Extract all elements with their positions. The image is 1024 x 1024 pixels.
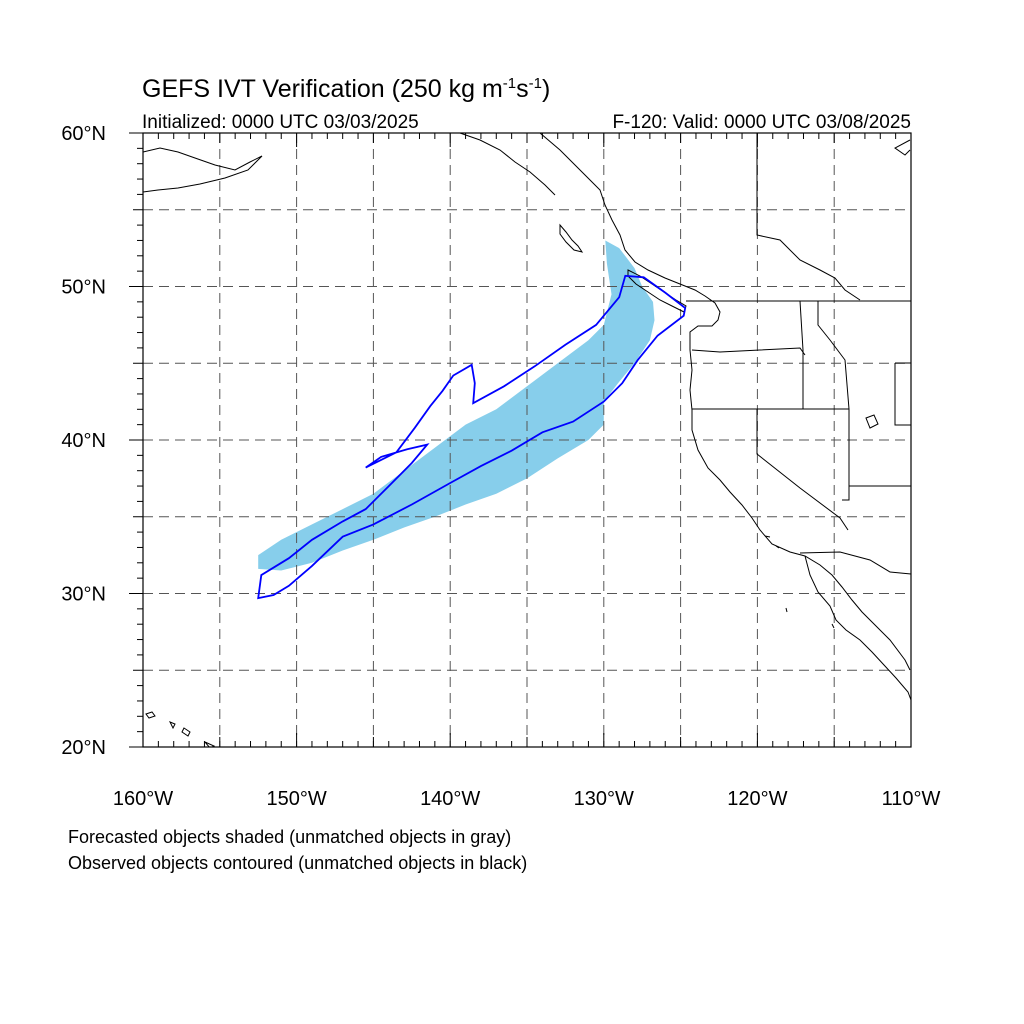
washington-oregon-border <box>691 347 806 356</box>
great-salt-lake <box>865 414 879 429</box>
longitude-label: 120°W <box>727 788 787 810</box>
longitude-label: 140°W <box>420 788 480 810</box>
axis-labels: 160°W 150°W 140°W 130°W 120°W 110°W 20°N 30°N 40… <box>61 123 940 810</box>
california-nevada-border <box>756 409 849 531</box>
alaska-coastline <box>143 133 556 196</box>
subtitle-initialized: Initialized: 0000 UTC 03/03/2025 <box>142 112 419 133</box>
us-mexico-border <box>799 551 911 575</box>
observed-note: Observed objects contoured (unmatched ob… <box>68 853 527 873</box>
latitude-label: 40°N <box>61 430 106 452</box>
latitude-label: 50°N <box>61 277 106 299</box>
haida-gwaii-coastline <box>559 223 584 253</box>
forecast-ivt-object <box>258 240 655 571</box>
subtitle-valid-time: F-120: Valid: 0000 UTC 03/08/2025 <box>612 112 911 133</box>
west-coast-coastline <box>539 133 911 701</box>
longitude-label: 160°W <box>113 788 173 810</box>
tick-marks <box>129 132 912 748</box>
latitude-label: 60°N <box>61 123 106 145</box>
political-borders <box>686 133 911 575</box>
longitude-label: 150°W <box>266 788 326 810</box>
idaho-border <box>799 300 850 410</box>
small-islands <box>764 535 835 629</box>
longitude-label: 130°W <box>574 788 634 810</box>
alaska-canada-border <box>756 133 861 301</box>
grid-layer <box>143 133 911 747</box>
latitude-label: 20°N <box>61 737 106 759</box>
observed-layer <box>257 274 687 600</box>
hawaii-coastline <box>145 711 216 747</box>
latitude-label: 30°N <box>61 584 106 606</box>
nevada-utah-border <box>842 409 850 501</box>
forecast-layer <box>258 240 655 571</box>
map-title: GEFS IVT Verification (250 kg m-1s-1) <box>142 75 550 103</box>
observed-ivt-object <box>257 274 687 600</box>
longitude-label: 110°W <box>882 788 941 810</box>
forecast-note: Forecasted objects shaded (unmatched obj… <box>68 827 511 847</box>
montana-wyoming-border <box>894 362 911 426</box>
